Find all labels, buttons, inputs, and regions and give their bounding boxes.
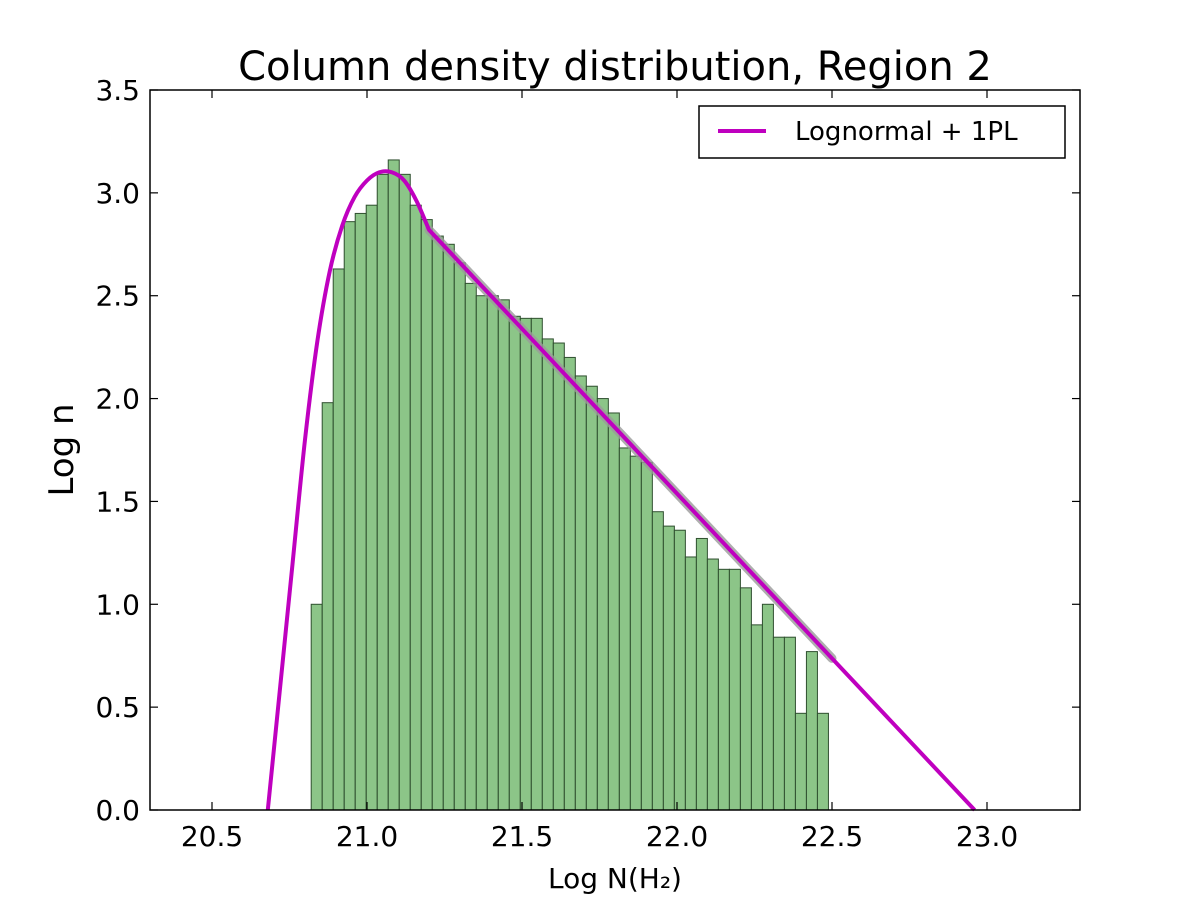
x-tick-label: 23.0 xyxy=(956,820,1018,853)
histogram-bar xyxy=(563,356,576,811)
y-tick-label: 1.5 xyxy=(95,485,140,518)
histogram-bar xyxy=(310,603,323,811)
histogram-bar xyxy=(354,212,367,811)
x-axis-label: Log N(H₂) xyxy=(548,862,682,895)
histogram-bar xyxy=(673,529,686,811)
histogram-bar xyxy=(497,299,510,811)
histogram-bar xyxy=(684,556,697,811)
y-axis-ticks: 0.0 0.5 1.0 1.5 2.0 2.5 3.0 3.5 xyxy=(95,74,1080,827)
histogram-bar xyxy=(453,262,466,811)
histogram-bar xyxy=(343,221,356,811)
histogram-bar xyxy=(409,204,422,811)
chart-title: Column density distribution, Region 2 xyxy=(238,44,992,90)
histogram-bar xyxy=(332,268,345,811)
histogram-bar xyxy=(541,338,554,811)
y-tick-label: 3.5 xyxy=(95,74,140,107)
y-tick-label: 1.0 xyxy=(95,588,140,621)
histogram-bar xyxy=(574,375,587,811)
histogram-bar xyxy=(651,511,664,811)
x-tick-label: 20.5 xyxy=(181,820,243,853)
y-axis-label: Log n xyxy=(42,403,82,496)
histogram-bar xyxy=(618,447,631,811)
histogram-bar xyxy=(420,219,433,811)
histogram-bar xyxy=(596,398,609,811)
fit-curve-layer xyxy=(265,169,977,812)
histogram-bar xyxy=(761,603,774,811)
histogram-bar xyxy=(398,173,411,811)
legend-label: Lognormal + 1PL xyxy=(795,117,1018,147)
histogram-bar xyxy=(739,587,752,811)
histogram-bar xyxy=(706,558,719,811)
histogram-bar xyxy=(607,412,620,811)
histogram-bar xyxy=(519,317,532,811)
histogram-bar xyxy=(431,235,444,811)
histogram-bar xyxy=(442,243,455,811)
histogram-bar xyxy=(750,624,763,811)
plot-frame xyxy=(149,89,1081,811)
histogram-bar xyxy=(464,282,477,811)
legend: Lognormal + 1PL xyxy=(698,105,1066,159)
histogram-bar xyxy=(805,651,818,811)
x-tick-label: 21.5 xyxy=(491,820,553,853)
histogram-bar xyxy=(552,342,565,811)
histogram-bar xyxy=(387,159,400,811)
histogram-bar xyxy=(794,712,807,811)
histogram-bar xyxy=(629,455,642,811)
histogram-bar xyxy=(717,568,730,811)
y-tick-label: 0.0 xyxy=(95,794,140,827)
series-line-lognormal-1pl xyxy=(265,169,977,812)
histogram-bar xyxy=(365,204,378,811)
histogram-bar xyxy=(530,317,543,811)
histogram-bar xyxy=(475,295,488,811)
histogram-bar xyxy=(772,636,785,811)
histogram-bar xyxy=(695,537,708,811)
x-tick-label: 22.0 xyxy=(646,820,708,853)
x-tick-label: 22.5 xyxy=(801,820,863,853)
x-tick-label: 21.0 xyxy=(336,820,398,853)
histogram-bar xyxy=(508,315,521,811)
histogram-bar xyxy=(816,712,829,811)
histogram-bar xyxy=(486,295,499,811)
histogram-bar xyxy=(321,402,334,811)
histogram-bar xyxy=(728,568,741,811)
histogram-bar xyxy=(783,636,796,811)
histogram-bar xyxy=(585,385,598,811)
x-axis-ticks: 20.5 21.0 21.5 22.0 22.5 23.0 xyxy=(181,90,1018,853)
histogram-bars xyxy=(310,159,829,811)
y-tick-label: 0.5 xyxy=(95,691,140,724)
y-tick-label: 3.0 xyxy=(95,177,140,210)
histogram-bar xyxy=(376,173,389,811)
histogram-bar xyxy=(662,525,675,811)
histogram-bar xyxy=(640,461,653,811)
y-tick-label: 2.5 xyxy=(95,280,140,313)
y-tick-label: 2.0 xyxy=(95,383,140,416)
